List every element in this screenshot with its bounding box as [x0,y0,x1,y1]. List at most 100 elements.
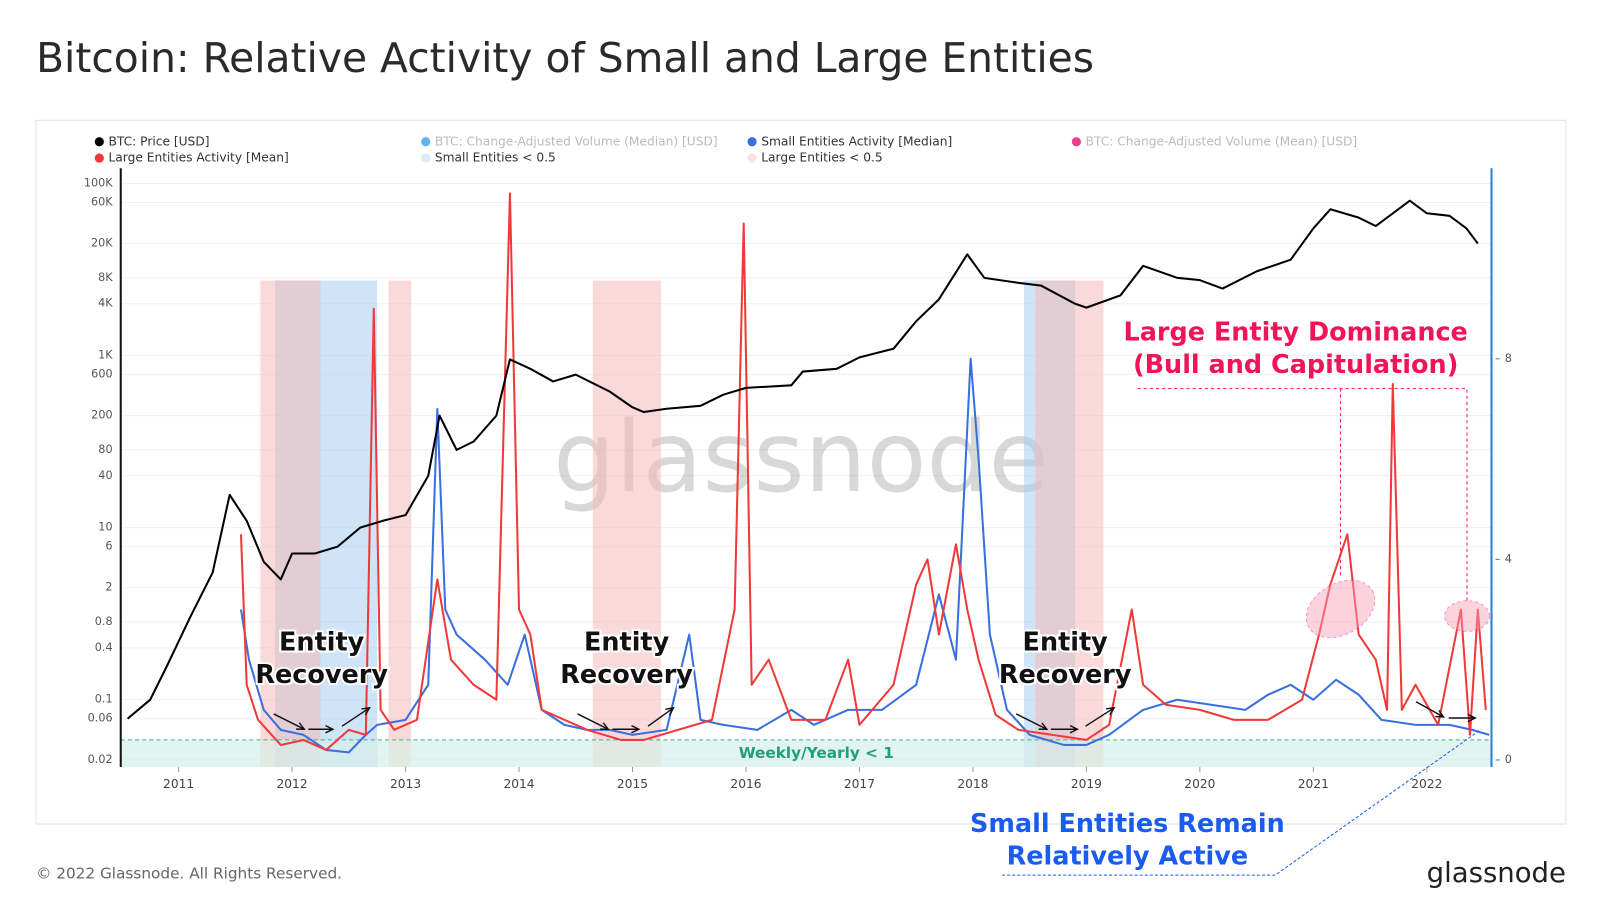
legend-label: Large Entities < 0.5 [761,151,882,165]
y-tick-label: 0.1 [95,693,113,706]
arrow-head [296,722,306,730]
legend-label: BTC: Price [USD] [109,134,210,148]
legend-label: BTC: Change-Adjusted Volume (Mean) [USD] [1086,134,1358,148]
threshold-label: Weekly/Yearly < 1 [739,744,894,762]
legend-marker [421,137,431,147]
y-tick-label: 600 [91,368,112,381]
y-tick-label: 200 [91,409,112,422]
x-tick-label: 2016 [730,777,761,791]
legend-item[interactable]: Small Entities Activity [Median] [747,134,952,148]
annotation: Recovery [999,660,1132,690]
annotation: Recovery [560,660,693,690]
x-tick-label: 2013 [390,777,421,791]
y-tick-label: 0.8 [95,615,113,628]
arrow [273,713,305,730]
annotation: Entity [584,628,670,658]
y2-tick-label: 0 [1505,753,1512,766]
legend-marker [747,137,757,147]
arrow [577,713,609,730]
series-line [126,199,1479,720]
arrow-head [1038,722,1049,730]
x-tick-label: 2020 [1184,777,1215,791]
x-tick-label: 2019 [1071,777,1102,791]
arrow-head [1105,706,1116,716]
y2-tick-label: 8 [1505,352,1512,365]
y-tick-label: 10 [98,521,112,534]
y-tick-label: 100K [84,176,113,189]
arrow-head [361,706,371,716]
legend-item[interactable]: Small Entities < 0.5 [421,151,556,165]
x-tick-label: 2015 [617,777,648,791]
pointer [1001,728,1482,876]
y-tick-label: 0.02 [88,753,113,766]
arrow [1085,707,1115,727]
x-tick-label: 2017 [844,777,875,791]
annotation: Relatively Active [1007,842,1249,872]
series-line [239,192,1487,751]
x-tick-label: 2021 [1298,777,1329,791]
footer: © 2022 Glassnode. All Rights Reserved. [36,865,342,883]
band [1035,280,1104,767]
annotation: Entity [1023,628,1109,658]
legend-label: Small Entities < 0.5 [435,151,556,165]
arrow [647,707,674,727]
highlight [1444,600,1490,632]
y-tick-label: 1K [98,349,113,362]
arrow-head [665,706,675,716]
arrow-head [1435,709,1446,718]
annotation: (Bull and Capitulation) [1133,350,1458,380]
logo: glassnode [1427,857,1566,889]
band [592,280,661,767]
legend-label: Small Entities Activity [Median] [761,134,952,148]
series-line [239,357,1490,754]
arrow [1015,713,1048,730]
highlight [1305,579,1376,639]
band [388,280,412,767]
chart-title: Bitcoin: Relative Activity of Small and … [36,34,1094,82]
legend-item[interactable]: BTC: Change-Adjusted Volume (Median) [US… [421,134,718,148]
y-tick-label: 40 [98,469,112,482]
y-tick-label: 8K [98,271,113,284]
legend-item[interactable]: Large Entities < 0.5 [747,151,883,165]
annotation: Large Entity Dominance [1123,318,1467,348]
y-tick-label: 20K [91,237,113,250]
legend-marker [1071,137,1081,147]
legend-marker [747,153,757,163]
legend-item[interactable]: BTC: Price [USD] [94,134,210,148]
legend-marker [94,153,104,163]
x-tick-label: 2011 [163,777,194,791]
arrow-head [325,725,335,734]
annotation: Recovery [255,660,388,690]
y-tick-label: 0.4 [95,641,113,654]
legend-label: BTC: Change-Adjusted Volume (Median) [US… [435,134,718,148]
y-tick-label: 80 [98,443,112,456]
y-tick-label: 0.06 [88,712,113,725]
legend-marker [94,137,104,147]
annotation: Small Entities Remain [970,809,1285,839]
annotation: Entity [279,628,365,658]
legend-label: Large Entities Activity [Mean] [109,151,289,165]
legend-item[interactable]: Large Entities Activity [Mean] [94,151,289,165]
arrow [341,707,370,727]
y-tick-label: 60K [91,196,113,209]
legend-item[interactable]: BTC: Change-Adjusted Volume (Mean) [USD] [1071,134,1358,148]
arrow-head [631,725,641,734]
arrow-head [1467,713,1477,723]
legend-marker [421,153,431,163]
arrow-head [600,722,610,730]
x-tick-label: 2014 [503,777,534,791]
bracket [1137,388,1468,602]
band [260,280,321,767]
x-tick-label: 2018 [957,777,988,791]
x-tick-label: 2012 [277,777,308,791]
arrow [1415,701,1444,718]
chart-frame [35,119,1567,825]
arrow-head [1069,725,1080,734]
y2-tick-label: 4 [1505,552,1512,565]
y-tick-label: 6 [105,540,112,553]
threshold-zone [120,739,1492,767]
y-tick-label: 2 [105,581,112,594]
x-tick-label: 2022 [1411,777,1442,791]
